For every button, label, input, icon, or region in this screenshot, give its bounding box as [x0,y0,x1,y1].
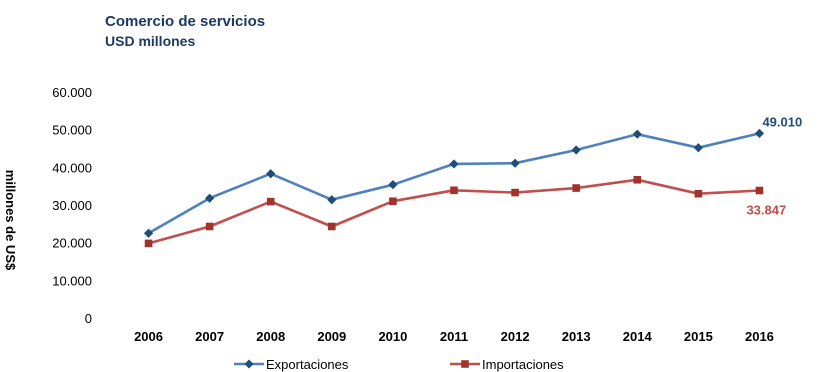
x-tick-label: 2012 [501,329,530,344]
y-tick-label: 60.000 [52,85,92,100]
x-tick-label: 2014 [623,329,653,344]
x-tick-label: 2008 [256,329,285,344]
data-point [510,158,520,168]
data-point [633,175,642,184]
legend-item: Importaciones [450,357,564,372]
y-tick-label: 20.000 [52,236,92,251]
data-point [632,129,642,139]
data-point [694,189,703,198]
x-tick-label: 2010 [378,329,407,344]
y-axis-ticks: 0 10.000 20.000 30.000 40.000 50.000 60.000 [52,85,92,326]
data-point [327,195,337,205]
data-point [571,145,581,155]
x-tick-label: 2015 [684,329,713,344]
data-point [449,159,459,169]
chart-title: Comercio de servicios [105,13,265,30]
legend-item: Exportaciones [234,357,349,372]
x-tick-label: 2011 [440,329,468,344]
data-point [511,188,519,197]
series-exportaciones: 49.010 [143,114,802,238]
x-tick-label: 2009 [317,329,346,344]
y-tick-label: 0 [85,311,92,326]
data-point [205,193,215,203]
data-point [450,186,458,195]
x-tick-label: 2006 [134,329,163,344]
data-point [389,197,397,206]
chart-subtitle: USD millones [105,33,195,49]
data-point [572,184,580,192]
legend-label: Importaciones [482,357,564,372]
legend-marker [244,359,254,369]
series-line [147,132,760,235]
y-axis-label: millones de US$ [3,170,18,271]
series-importaciones: 33.847 [144,175,786,248]
data-point [266,169,276,179]
y-tick-label: 50.000 [52,123,92,138]
legend-marker [461,360,469,368]
y-tick-label: 30.000 [52,198,92,213]
data-point [328,222,336,231]
y-tick-label: 40.000 [52,160,92,175]
data-point [754,128,765,138]
x-tick-label: 2016 [745,329,774,344]
data-label: 33.847 [746,203,786,218]
data-point [755,186,764,195]
legend: Exportaciones Importaciones [234,357,564,372]
data-point [266,197,275,206]
x-tick-label: 2007 [195,329,224,344]
x-tick-label: 2013 [562,329,591,344]
data-label: 49.010 [762,114,802,129]
data-point [144,239,153,248]
data-point [693,143,703,153]
legend-label: Exportaciones [266,357,349,372]
data-point [388,180,398,190]
data-point [143,228,154,238]
y-tick-label: 10.000 [52,273,92,288]
data-point [205,222,214,231]
x-axis-ticks: 2006 2007 2008 2009 2010 2011 2012 2013 2014 2015… [134,329,774,344]
series-layer: 49.010 33.847 [143,114,802,248]
